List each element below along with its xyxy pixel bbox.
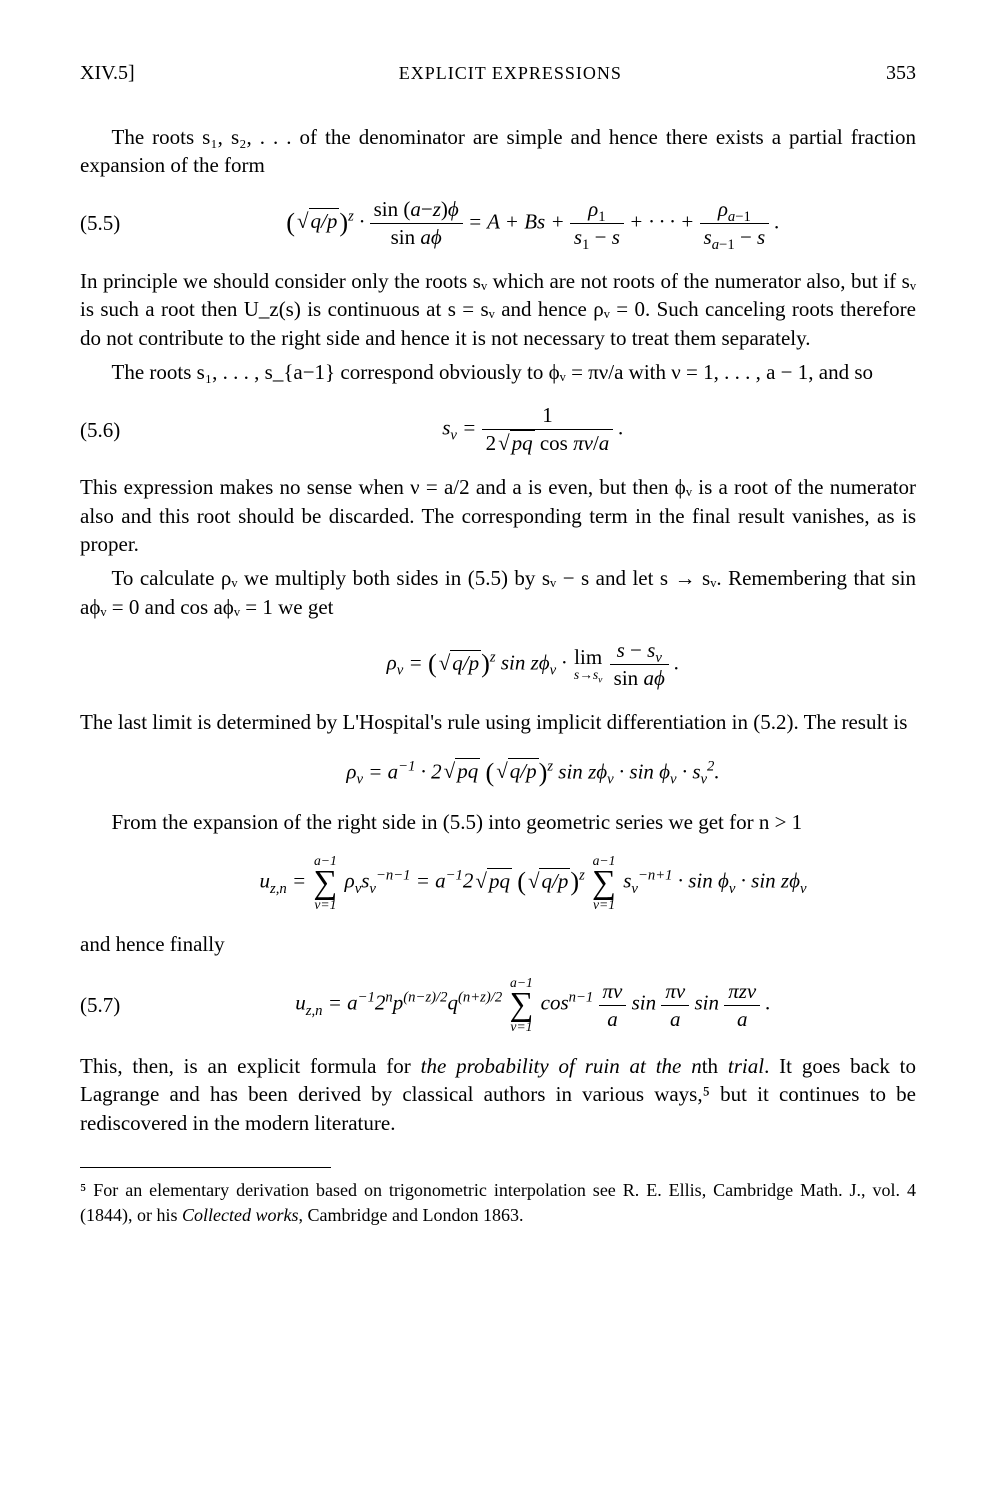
equation-5-5: (5.5) (q/p)z · sin (a−z)ϕsin aϕ = A + Bs…	[80, 198, 916, 249]
eq-body-uzn-series: uz,n = a−1∑ν=1 ρνsν−n−1 = a−12pq (q/p)z …	[150, 854, 916, 912]
para9-italic: the probability of ruin at the n	[421, 1054, 702, 1078]
paragraph-4: This expression makes no sense when ν = …	[80, 473, 916, 558]
equation-uzn-series: uz,n = a−1∑ν=1 ρνsν−n−1 = a−12pq (q/p)z …	[80, 854, 916, 912]
page-number: 353	[886, 60, 916, 87]
paragraph-8: and hence finally	[80, 930, 916, 958]
eq-body-5-5: (q/p)z · sin (a−z)ϕsin aϕ = A + Bs + ρ1s…	[150, 198, 916, 249]
eq-body-rho-limit: ρν = (q/p)z sin zϕν · lims→sν s − sνsin …	[150, 639, 916, 690]
footnote-text: ⁵ For an elementary derivation based on …	[80, 1180, 916, 1224]
equation-rho-result: ρν = a−1 · 2pq (q/p)z sin zϕν · sin ϕν ·…	[80, 755, 916, 790]
paragraph-6: The last limit is determined by L'Hospit…	[80, 708, 916, 736]
paragraph-9: This, then, is an explicit formula for t…	[80, 1052, 916, 1137]
eq-body-5-6: sν = 12pq cos πν/a .	[150, 404, 916, 455]
paragraph-5: To calculate ρᵥ we multiply both sides i…	[80, 564, 916, 621]
footnote-separator	[80, 1167, 331, 1168]
eq-body-rho-result: ρν = a−1 · 2pq (q/p)z sin zϕν · sin ϕν ·…	[150, 755, 916, 790]
para9-b: th	[702, 1054, 728, 1078]
eq-label-5-7: (5.7)	[80, 991, 150, 1019]
eq-body-5-7: uz,n = a−12np(n−z)/2q(n+z)/2 a−1∑ν=1 cos…	[150, 976, 916, 1034]
paragraph-3: The roots s₁, . . . , s_{a−1} correspond…	[80, 358, 916, 386]
equation-5-7: (5.7) uz,n = a−12np(n−z)/2q(n+z)/2 a−1∑ν…	[80, 976, 916, 1034]
eq-label-5-5: (5.5)	[80, 209, 150, 237]
running-title: EXPLICIT EXPRESSIONS	[399, 61, 622, 85]
para9-a: This, then, is an explicit formula for	[80, 1054, 421, 1078]
paragraph-1: The roots s₁, s₂, . . . of the denominat…	[80, 123, 916, 180]
paragraph-7: From the expansion of the right side in …	[80, 808, 916, 836]
paragraph-2: In principle we should consider only the…	[80, 267, 916, 352]
section-number: XIV.5]	[80, 60, 135, 87]
footnote-5: ⁵ For an elementary derivation based on …	[80, 1178, 916, 1227]
para9-italic2: trial	[728, 1054, 764, 1078]
eq-label-5-6: (5.6)	[80, 416, 150, 444]
page-header: XIV.5] EXPLICIT EXPRESSIONS 353	[80, 60, 916, 87]
equation-rho-limit: ρν = (q/p)z sin zϕν · lims→sν s − sνsin …	[80, 639, 916, 690]
equation-5-6: (5.6) sν = 12pq cos πν/a .	[80, 404, 916, 455]
